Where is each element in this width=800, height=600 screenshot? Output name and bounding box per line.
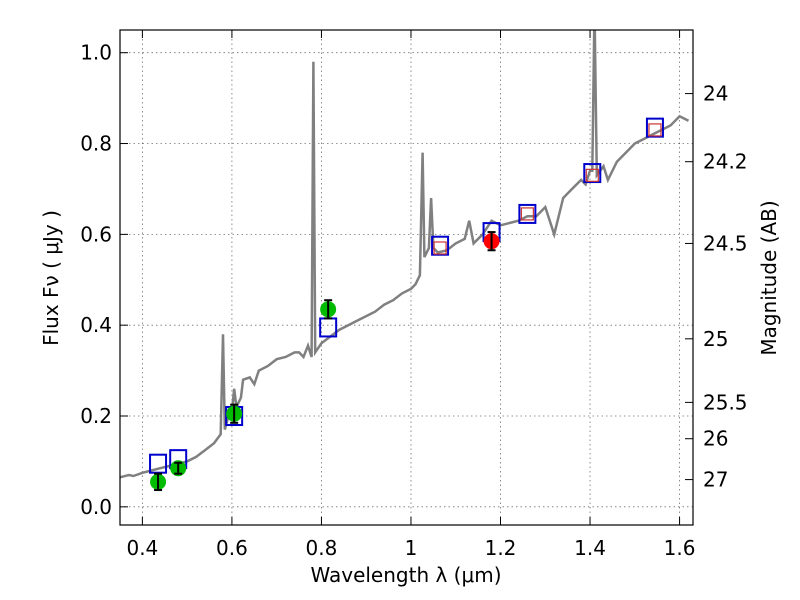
y-axis-title: Flux Fν ( μJy )	[39, 210, 63, 346]
y-tick-label: 0.6	[80, 222, 112, 246]
y-tick-label: 0.4	[80, 313, 112, 337]
y2-tick-label: 24	[703, 82, 728, 106]
limit-square	[585, 168, 599, 182]
limit-square	[648, 123, 662, 137]
x-tick-label: 1.4	[574, 536, 606, 560]
y-tick-label: 0.0	[80, 495, 112, 519]
y-tick-label: 0.8	[80, 132, 112, 156]
y2-tick-label: 24.2	[703, 150, 748, 174]
x-tick-label: 1.6	[664, 536, 696, 560]
y2-tick-label: 25.5	[703, 390, 748, 414]
axis-layer: 0.4 0.6 0.8 1 1.2 1.4 1.6 0.0 0.2 0.4 0.6 0.8 1.0 24 2…	[80, 30, 748, 560]
y-tick-label: 0.2	[80, 404, 112, 428]
spectrum-line	[120, 30, 690, 479]
x-tick-label: 1	[405, 536, 418, 560]
model-photometry-square	[518, 203, 537, 224]
limit-square	[433, 241, 447, 255]
model-photometry-square	[645, 117, 664, 138]
y2-tick-label: 27	[703, 468, 728, 492]
y-tick-label: 1.0	[80, 41, 112, 65]
x-tick-label: 1.2	[485, 536, 517, 560]
x-tick-label: 0.4	[126, 536, 158, 560]
model-photometry-square	[431, 235, 450, 256]
plot-layer	[120, 30, 690, 492]
model-photometry-square	[583, 163, 602, 184]
y2-tick-label: 24.5	[703, 231, 748, 255]
grid-layer	[120, 30, 693, 525]
y2-tick-label: 25	[703, 327, 728, 351]
plot-frame	[119, 29, 694, 526]
y2-axis-title: Magnitude (AB)	[757, 200, 781, 355]
x-tick-label: 0.6	[216, 536, 248, 560]
x-tick-label: 0.8	[306, 536, 338, 560]
limit-square	[520, 207, 534, 221]
x-axis-title: Wavelength λ (μm)	[310, 563, 501, 587]
y2-tick-label: 26	[703, 427, 728, 451]
